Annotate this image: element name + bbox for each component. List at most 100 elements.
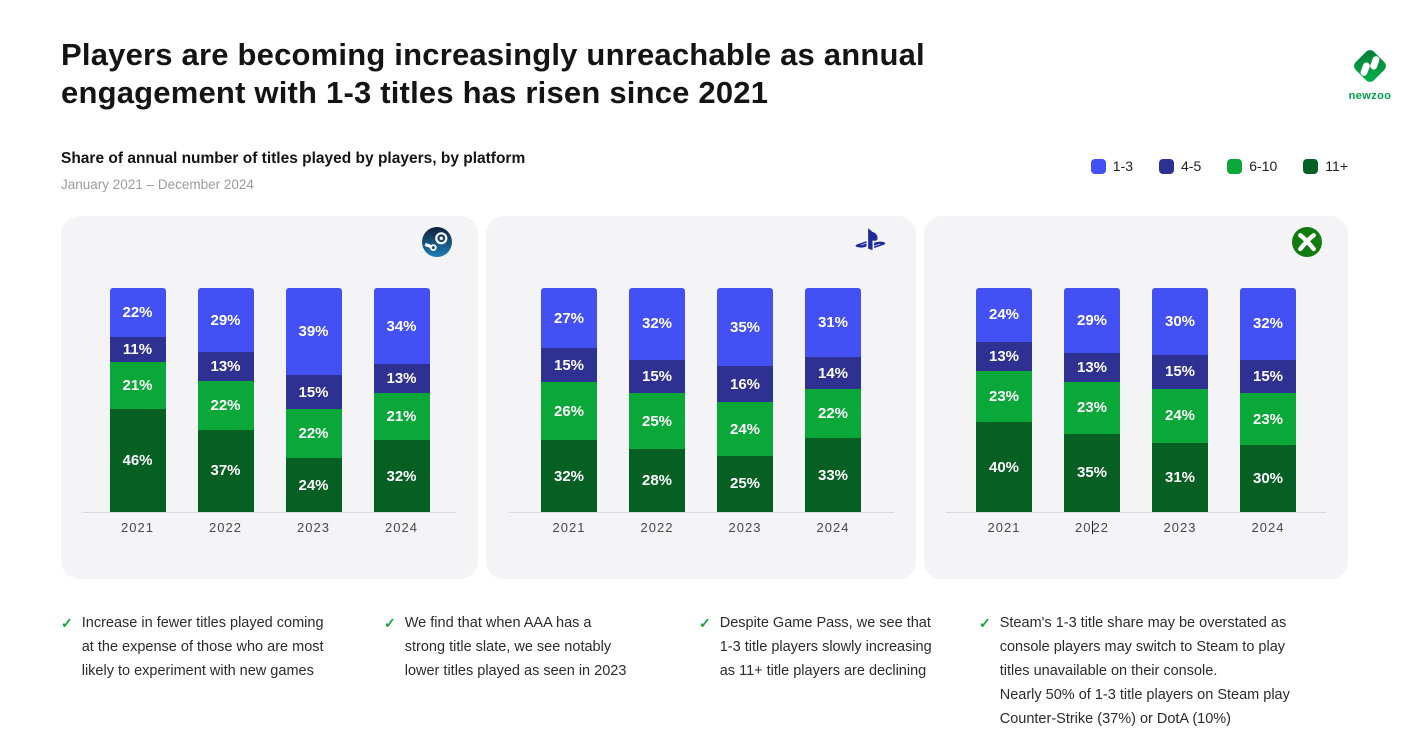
legend-item: 1-3 — [1090, 158, 1133, 174]
bar-value-label: 29% — [210, 311, 241, 329]
bar-value-label: 16% — [729, 375, 761, 393]
legend-item: 6-10 — [1227, 158, 1277, 174]
stacked-bar-2022: 32% 15% 25% 28% — [629, 288, 685, 512]
bar-value-label: 32% — [386, 467, 417, 485]
chart-heading-block: Share of annual number of titles played … — [61, 150, 525, 192]
bar-segment-1-3: 30% — [1152, 288, 1208, 356]
legend-swatch-icon — [1303, 158, 1319, 174]
bar-segment-6-10: 24% — [1152, 388, 1208, 443]
bar-segment-4-5: 15% — [285, 375, 342, 409]
bar-segment-1-3: 27% — [541, 288, 597, 349]
legend-swatch-icon — [1227, 158, 1243, 174]
bar-segment-11+: 31% — [1152, 442, 1208, 512]
bar-value-label: 23% — [988, 388, 1020, 406]
bar-value-label: 46% — [122, 451, 153, 469]
bar-value-label: 40% — [988, 458, 1020, 476]
legend-label: 11+ — [1325, 158, 1348, 174]
bar-segment-1-3: 32% — [629, 288, 685, 360]
legend-label: 6-10 — [1249, 158, 1278, 174]
panel-xbox: 24% 13% 23% 40% 29% 13% 23% 35% 30% 15% 24% 31% 32% 1… — [924, 216, 1348, 579]
bar-value-label: 25% — [641, 412, 673, 430]
bar-segment-11+: 33% — [805, 438, 861, 512]
bar-segment-1-3: 34% — [373, 288, 430, 365]
insight-item: ✓ Despite Game Pass, we see that 1-3 tit… — [699, 611, 979, 731]
bar-value-label: 15% — [298, 383, 329, 401]
bar-segment-11+: 35% — [1064, 433, 1120, 512]
bar-value-label: 15% — [1252, 367, 1284, 385]
bar-value-label: 22% — [210, 397, 241, 415]
bar-value-label: 13% — [1076, 359, 1108, 376]
slide: newzoo Players are becoming increasingly… — [0, 36, 1409, 734]
bar-segment-4-5: 15% — [629, 359, 685, 394]
bar-segment-11+: 37% — [197, 429, 254, 512]
year-label: 2024 — [385, 520, 418, 535]
newzoo-diamond-icon — [1354, 50, 1386, 82]
bar-segment-4-5: 13% — [197, 352, 254, 382]
bar-segment-1-3: 31% — [805, 288, 861, 358]
year-label: 2023 — [728, 520, 762, 535]
bar-segment-4-5: 15% — [1240, 359, 1296, 394]
year-label: 2021 — [121, 520, 154, 535]
bar-value-label: 32% — [641, 315, 673, 333]
bar-segment-6-10: 22% — [197, 381, 254, 430]
bar-value-label: 24% — [729, 420, 761, 438]
stacked-bar-2024: 32% 15% 23% 30% — [1240, 288, 1296, 512]
bar-value-label: 26% — [553, 402, 585, 420]
bar-segment-4-5: 13% — [373, 364, 430, 394]
newzoo-wordmark: newzoo — [1348, 90, 1392, 102]
bar-value-label: 25% — [729, 475, 761, 493]
checkmark-icon: ✓ — [61, 615, 73, 631]
chart-subtitle: Share of annual number of titles played … — [61, 150, 526, 167]
year-labels: 2021 2022 2023 2024 — [486, 513, 916, 535]
x-axis — [83, 512, 456, 513]
chart-panels: 22% 11% 21% 46% 29% 13% 22% 37% 39% 15% 22% 24% 34% 1… — [61, 216, 1348, 579]
year-label: 2024 — [1251, 520, 1285, 535]
bar-segment-6-10: 21% — [109, 361, 166, 409]
stacked-bar-2024: 34% 13% 21% 32% — [373, 288, 430, 512]
bar-segment-6-10: 23% — [1064, 382, 1120, 434]
bar-segment-1-3: 29% — [197, 288, 254, 353]
legend-item: 4-5 — [1159, 158, 1201, 174]
bar-value-label: 15% — [553, 356, 585, 374]
bar-segment-4-5: 13% — [1064, 352, 1120, 383]
stacked-bar-2023: 39% 15% 22% 24% — [285, 288, 342, 512]
year-labels: 2021 2022 2023 2024 — [61, 513, 478, 535]
bar-value-label: 23% — [1252, 410, 1284, 428]
xbox-icon — [1292, 227, 1322, 262]
bar-value-label: 31% — [817, 314, 849, 332]
insight-item: ✓ Steam's 1-3 title share may be oversta… — [979, 611, 1348, 731]
bar-value-label: 27% — [553, 309, 585, 327]
year-label: 2022 — [640, 520, 674, 535]
bar-segment-1-3: 24% — [976, 288, 1032, 342]
bar-segment-11+: 46% — [109, 408, 166, 512]
bar-segment-6-10: 25% — [629, 393, 685, 450]
bar-value-label: 24% — [298, 476, 329, 494]
bar-segment-11+: 24% — [285, 458, 342, 512]
bar-value-label: 29% — [1076, 311, 1108, 329]
bar-value-label: 35% — [729, 318, 761, 336]
bar-value-label: 24% — [988, 306, 1020, 324]
stacked-bar-2021: 22% 11% 21% 46% — [109, 288, 166, 512]
bar-value-label: 30% — [1164, 313, 1196, 331]
bar-segment-1-3: 35% — [717, 288, 773, 367]
bar-segment-4-5: 15% — [1152, 355, 1208, 389]
year-label: 2023 — [297, 520, 330, 535]
bar-segment-4-5: 15% — [541, 348, 597, 383]
bar-value-label: 39% — [298, 323, 329, 341]
bar-segment-1-3: 22% — [109, 288, 166, 338]
stacked-bar-2022: 29% 13% 23% 35% — [1064, 288, 1120, 512]
bar-segment-1-3: 39% — [285, 288, 342, 376]
playstation-icon — [852, 227, 890, 259]
bar-value-label: 13% — [386, 370, 417, 388]
bar-segment-6-10: 24% — [717, 402, 773, 456]
bar-segment-11+: 32% — [541, 440, 597, 512]
insight-item: ✓ Increase in fewer titles played coming… — [61, 611, 384, 731]
insight-text: Steam's 1-3 title share may be overstate… — [999, 615, 1290, 727]
checkmark-icon: ✓ — [979, 615, 991, 631]
bar-value-label: 22% — [817, 404, 849, 422]
bar-segment-6-10: 23% — [976, 370, 1032, 423]
bar-value-label: 30% — [1252, 469, 1284, 487]
year-label: 2024 — [816, 520, 850, 535]
text-cursor-artifact — [1091, 521, 1093, 534]
bar-value-label: 28% — [641, 472, 673, 490]
